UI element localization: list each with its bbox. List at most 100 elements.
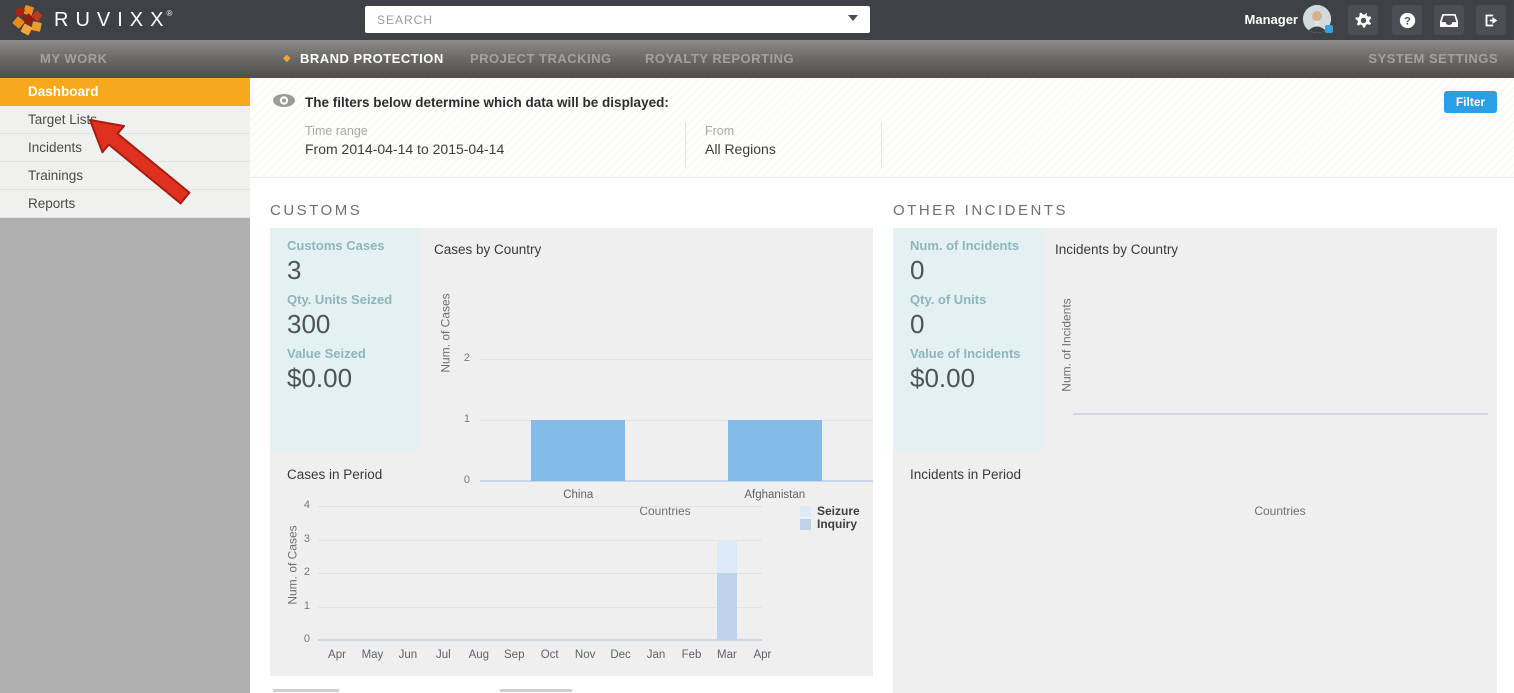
sign-out-icon <box>1485 14 1497 26</box>
search-input[interactable] <box>377 6 817 33</box>
cases-by-country-chart: 2 1 0 China Afghanistan <box>440 316 873 501</box>
nav-project-tracking[interactable]: PROJECT TRACKING <box>470 51 612 66</box>
gridline-y1 <box>318 606 762 608</box>
y-tick-1: 1 <box>303 599 310 612</box>
filter-field-value-region[interactable]: All Regions <box>705 141 776 157</box>
filter-field-value-time-range[interactable]: From 2014-04-14 to 2015-04-14 <box>305 141 505 157</box>
bar-inquiry-mar <box>716 573 737 640</box>
bar-seizure-mar <box>716 539 737 573</box>
x-cat-10: Feb <box>681 649 702 661</box>
y-tick-4: 4 <box>303 499 310 511</box>
y-tick-3: 3 <box>303 532 310 545</box>
gridline-y2 <box>480 359 873 360</box>
customs-section-title: CUSTOMS <box>270 202 363 219</box>
legend-label-seizure: Seizure <box>817 504 860 518</box>
legend-item-seizure: Seizure <box>800 504 860 518</box>
x-cat-8: Dec <box>610 649 631 661</box>
nav-brand-protection[interactable]: BRAND PROTECTION <box>300 51 444 66</box>
y-tick-0: 0 <box>463 474 470 486</box>
bar-china <box>531 420 626 481</box>
global-search <box>365 6 870 33</box>
filter-heading: The filters below determine which data w… <box>305 95 669 110</box>
gridline-y1 <box>480 420 873 421</box>
x-cat-9: Jan <box>646 649 666 661</box>
sidebar-item-reports[interactable]: Reports <box>0 190 250 218</box>
incidents-by-country-chart <box>1063 268 1493 448</box>
x-axis-baseline <box>1073 413 1488 415</box>
x-cat-1: May <box>361 649 384 661</box>
nav-royalty-reporting[interactable]: ROYALTY REPORTING <box>645 51 795 66</box>
gridline-y0 <box>318 639 762 641</box>
x-cat-0: Apr <box>328 649 346 661</box>
inbox-button[interactable] <box>1434 5 1464 35</box>
other-incidents-section-title: OTHER INCIDENTS <box>893 202 1069 219</box>
stat-qty-units-seized: Qty. Units Seized 300 <box>287 292 393 339</box>
incidents-by-country-title: Incidents by Country <box>1055 242 1179 257</box>
brand-name: RUVIXX <box>54 8 171 31</box>
cases-in-period-title: Cases in Period <box>287 467 383 482</box>
x-cat-12: Apr <box>753 649 772 661</box>
user-role-label[interactable]: Manager <box>1244 12 1298 27</box>
main-content: The filters below determine which data w… <box>250 78 1514 693</box>
gridline-y3 <box>318 539 762 541</box>
x-cat-4: Aug <box>468 649 490 661</box>
x-cat-11: Mar <box>717 649 737 661</box>
sidebar: Dashboard Target Lists Incidents Trainin… <box>0 78 250 693</box>
gridline-y0 <box>480 480 873 482</box>
filter-bar: The filters below determine which data w… <box>250 78 1514 178</box>
customs-card: Customs Cases 3 Qty. Units Seized 300 Va… <box>270 228 873 676</box>
nav-system-settings[interactable]: SYSTEM SETTINGS <box>1368 51 1498 66</box>
x-cat-6: Oct <box>540 649 559 661</box>
eye-icon <box>272 93 296 113</box>
cases-by-country-title: Cases by Country <box>434 242 542 257</box>
cases-in-period-chart: 4 3 2 1 0 Apr May Jun Jul Aug Sep Oct Nov Dec Jan Feb Ma… <box>280 468 870 668</box>
help-icon: ? <box>1399 12 1415 28</box>
primary-nav: MY WORK ◆ BRAND PROTECTION PROJECT TRACK… <box>0 40 1514 78</box>
gridline-y2 <box>318 573 762 574</box>
y-tick-2: 2 <box>463 352 470 364</box>
x-cat-3: Jul <box>435 649 451 661</box>
stat-value-of-incidents: Value of Incidents $0.00 <box>910 346 1021 393</box>
filter-divider <box>881 122 882 168</box>
sidebar-item-target-lists[interactable]: Target Lists <box>0 106 250 134</box>
help-button[interactable]: ? <box>1392 5 1422 35</box>
y-tick-2: 2 <box>303 566 310 578</box>
filter-field-label-from: From <box>705 124 735 138</box>
filter-button[interactable]: Filter <box>1444 91 1497 113</box>
sign-out-button[interactable] <box>1476 5 1506 35</box>
incidents-by-country-xlabel: Countries <box>1254 504 1306 518</box>
filter-divider <box>685 122 686 168</box>
top-bar: RUVIXX® Manager ? <box>0 0 1514 40</box>
x-cat-afghanistan: Afghanistan <box>744 489 806 501</box>
brand-logo[interactable]: RUVIXX ® <box>12 4 176 36</box>
ruvixx-logo-icon <box>12 5 43 36</box>
sidebar-item-dashboard[interactable]: Dashboard <box>0 78 250 106</box>
legend-swatch-inquiry <box>800 518 811 530</box>
stat-value-seized: Value Seized $0.00 <box>287 346 366 393</box>
nav-my-work[interactable]: MY WORK <box>40 51 108 66</box>
search-dropdown-caret[interactable] <box>848 15 858 21</box>
active-tab-diamond-icon: ◆ <box>283 53 291 64</box>
x-cat-2: Jun <box>398 649 418 661</box>
legend-label-inquiry: Inquiry <box>817 517 858 531</box>
filter-field-label-time-range: Time range <box>305 124 368 138</box>
x-cat-7: Nov <box>574 649 596 661</box>
cases-by-country-xlabel: Countries <box>639 504 691 518</box>
clipped-chart-title <box>500 689 572 692</box>
svg-text:?: ? <box>1404 15 1411 27</box>
legend-item-inquiry: Inquiry <box>800 517 857 531</box>
sidebar-item-trainings[interactable]: Trainings <box>0 162 250 190</box>
sidebar-item-incidents[interactable]: Incidents <box>0 134 250 162</box>
x-cat-china: China <box>563 489 594 501</box>
avatar-status-dot <box>1325 25 1333 33</box>
gridline-y4 <box>318 506 762 507</box>
x-cat-5: Sep <box>504 649 525 661</box>
stat-num-of-incidents: Num. of Incidents 0 <box>910 238 1020 285</box>
legend-swatch-seizure <box>800 505 811 517</box>
bar-afghanistan <box>727 420 822 481</box>
brand-registered-mark: ® <box>166 8 173 18</box>
y-tick-0: 0 <box>303 633 310 645</box>
settings-gear-button[interactable] <box>1348 5 1378 35</box>
y-tick-1: 1 <box>463 413 470 425</box>
other-incidents-card: Num. of Incidents 0 Qty. of Units 0 Valu… <box>893 228 1497 693</box>
